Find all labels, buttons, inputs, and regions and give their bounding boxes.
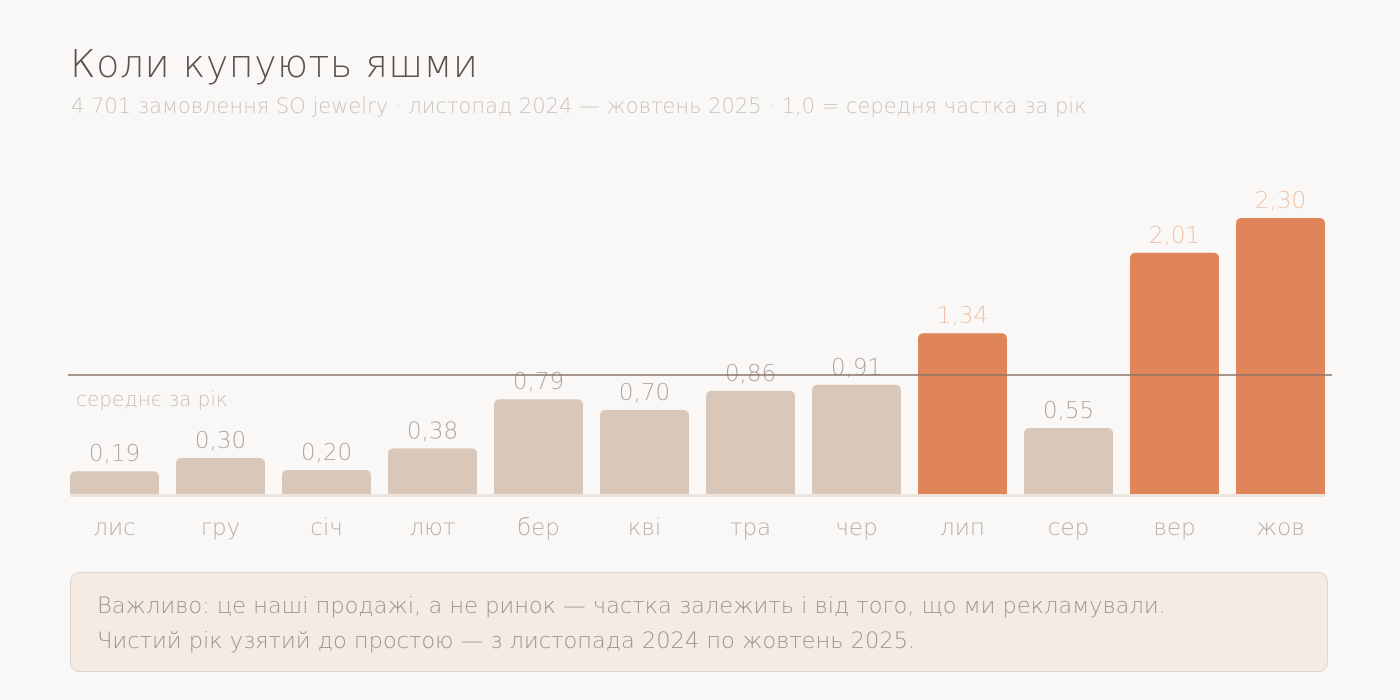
bar-3 xyxy=(388,448,477,494)
category-label-9: сер xyxy=(1048,515,1089,541)
category-label-8: лип xyxy=(940,515,985,541)
bar-6 xyxy=(706,390,795,494)
note-box: Важливо: це наші продажі, а не ринок — ч… xyxy=(70,572,1328,672)
note-line-2: Чистий рік узятий до простою — з листопа… xyxy=(97,628,916,654)
chart-title: Коли купують яшми xyxy=(70,42,479,86)
value-label-10: 2,01 xyxy=(1149,223,1200,249)
category-label-10: вер xyxy=(1153,515,1195,541)
category-label-11: жов xyxy=(1256,515,1304,541)
x-axis-baseline xyxy=(70,494,1325,497)
value-label-7: 0,91 xyxy=(831,355,882,381)
bar-2 xyxy=(282,470,371,494)
category-label-5: кві xyxy=(628,515,662,541)
bar-4 xyxy=(494,399,583,494)
category-label-0: лис xyxy=(93,515,136,541)
value-label-9: 0,55 xyxy=(1043,398,1094,424)
bar-1 xyxy=(176,458,265,494)
category-label-1: гру xyxy=(201,515,241,541)
category-label-2: січ xyxy=(310,515,343,541)
value-label-2: 0,20 xyxy=(301,440,352,466)
value-label-0: 0,19 xyxy=(89,441,140,467)
value-label-3: 0,38 xyxy=(407,418,458,444)
value-label-5: 0,70 xyxy=(619,380,670,406)
bar-10 xyxy=(1130,252,1219,494)
reference-line-label: середнє за рік xyxy=(76,387,228,411)
bar-0 xyxy=(70,471,159,494)
category-label-3: лют xyxy=(409,515,455,541)
bar-11 xyxy=(1236,218,1325,494)
category-label-7: чер xyxy=(835,515,877,541)
category-label-4: бер xyxy=(517,515,560,541)
category-label-6: тра xyxy=(730,515,771,541)
chart-subtitle: 4 701 замовлення SO jewelry · листопад 2… xyxy=(71,94,1087,118)
note-line-1: Важливо: це наші продажі, а не ринок — ч… xyxy=(97,593,1166,619)
value-label-4: 0,79 xyxy=(513,369,564,395)
value-label-8: 1,34 xyxy=(937,303,988,329)
bar-5 xyxy=(600,410,689,494)
value-label-6: 0,86 xyxy=(725,361,776,387)
bar-8 xyxy=(918,333,1007,494)
value-label-1: 0,30 xyxy=(195,428,246,454)
value-label-11: 2,30 xyxy=(1255,188,1306,214)
bar-9 xyxy=(1024,428,1113,494)
bar-7 xyxy=(812,384,901,494)
bar-chart: 0,19 лис 0,30 гру 0,20 січ 0,38 лют 0,79 бер 0,70 к… xyxy=(68,188,1332,541)
